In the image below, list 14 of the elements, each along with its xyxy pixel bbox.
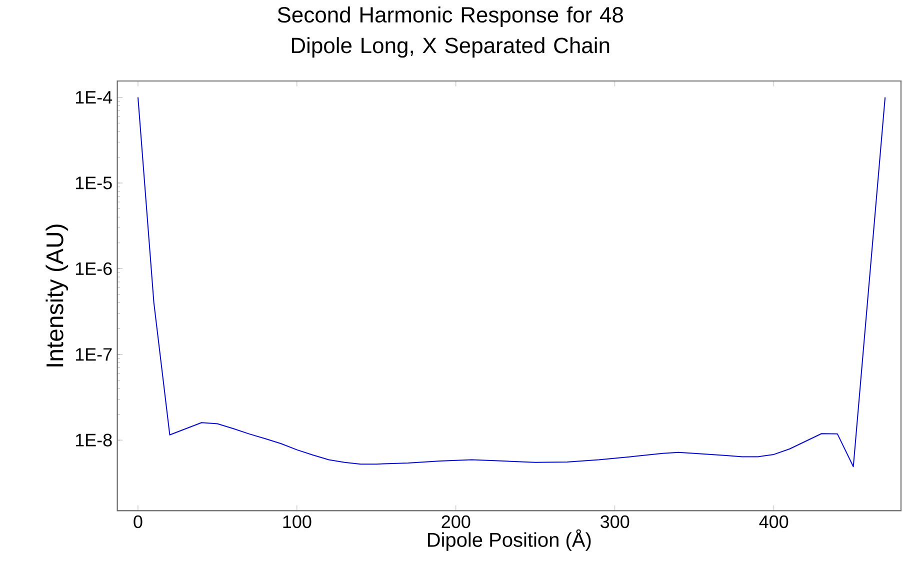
chart-title: Second Harmonic Response for 48 Dipole Long, X Separated Chain xyxy=(278,6,623,58)
y-tick-label: 1E-5 xyxy=(76,176,112,190)
x-tick-label: 200 xyxy=(442,515,470,528)
y-tick-label: 1E-6 xyxy=(76,262,112,276)
y-tick-label: 1E-4 xyxy=(76,91,112,104)
y-tick-label: 1E-8 xyxy=(76,434,112,446)
x-tick-label: 400 xyxy=(759,515,788,528)
x-tick-label: 300 xyxy=(600,515,630,528)
line-series xyxy=(137,96,886,468)
x-tick-label: 100 xyxy=(283,515,312,528)
y-tick-label: 1E-7 xyxy=(76,348,112,361)
x-tick-label: 0 xyxy=(134,515,142,528)
y-axis-title: Intensity (AU) xyxy=(46,224,68,366)
x-axis-title: Dipole Position (Å) xyxy=(428,529,591,551)
